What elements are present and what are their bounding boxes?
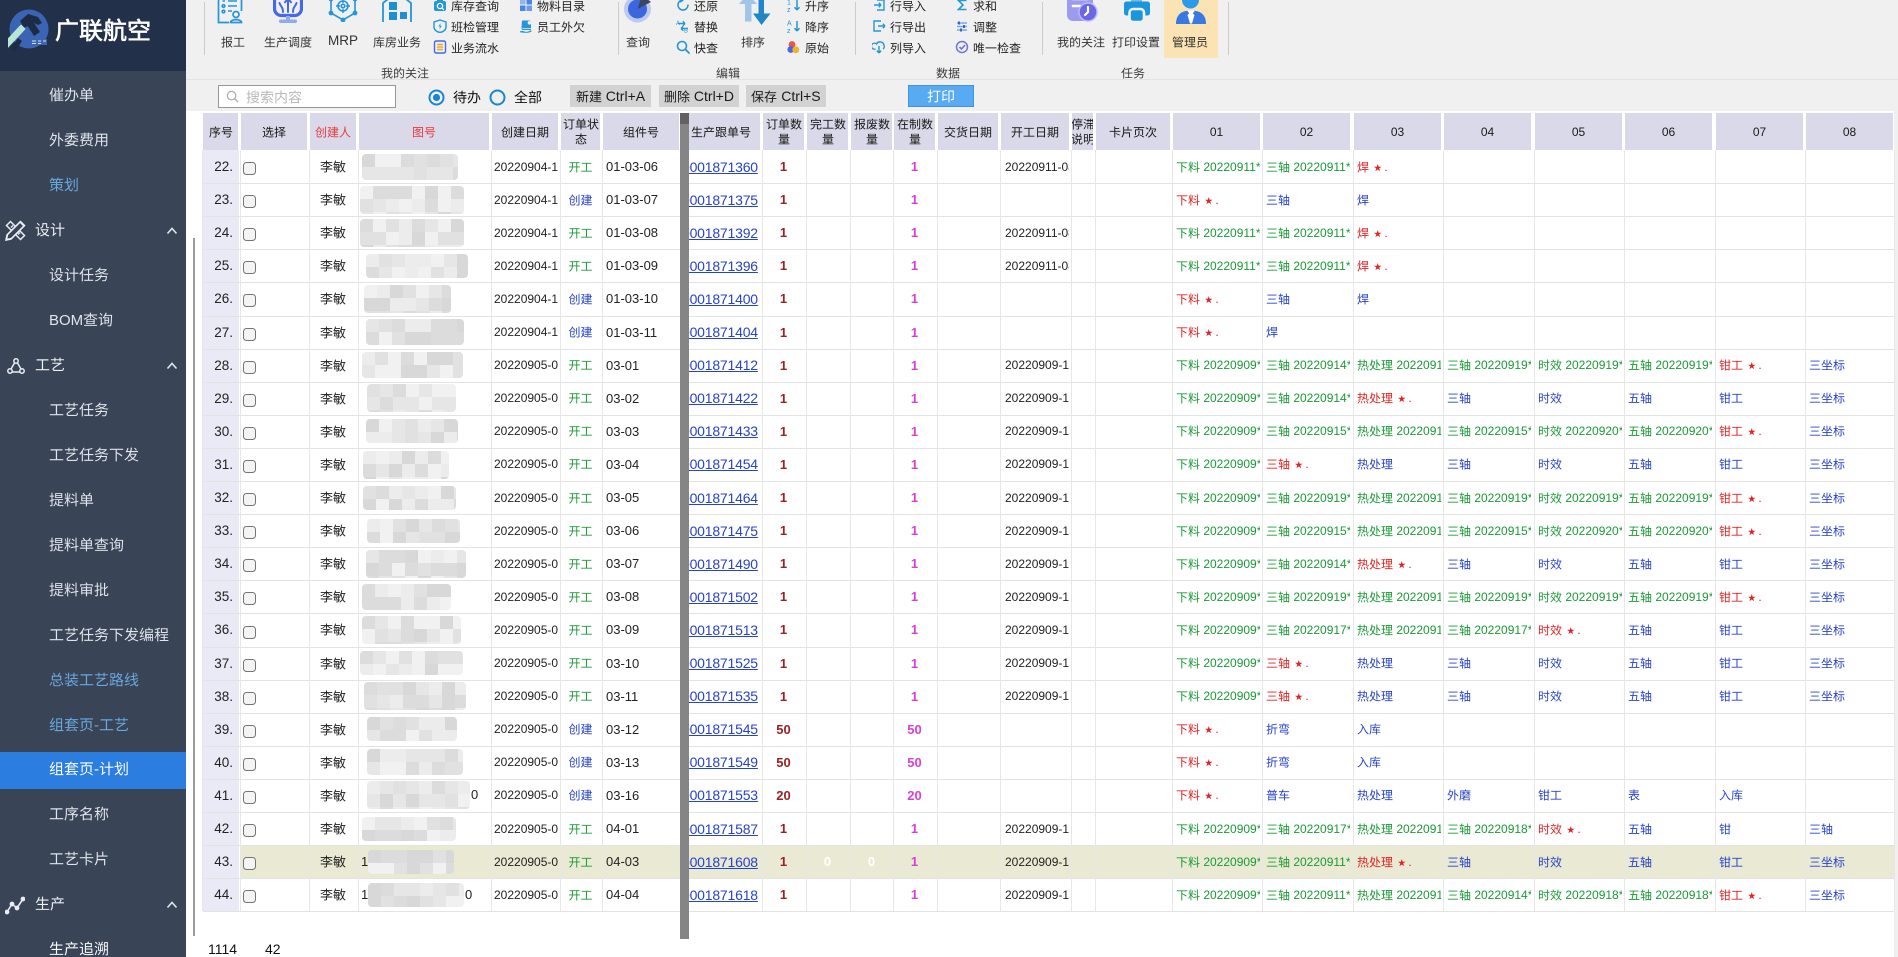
svg-text:z: z xyxy=(787,7,791,12)
svg-text:A: A xyxy=(787,21,792,28)
svg-text:z: z xyxy=(787,28,791,33)
svg-text:A: A xyxy=(676,21,680,27)
svg-text:1: 1 xyxy=(787,0,791,7)
svg-text:B: B xyxy=(684,29,688,34)
